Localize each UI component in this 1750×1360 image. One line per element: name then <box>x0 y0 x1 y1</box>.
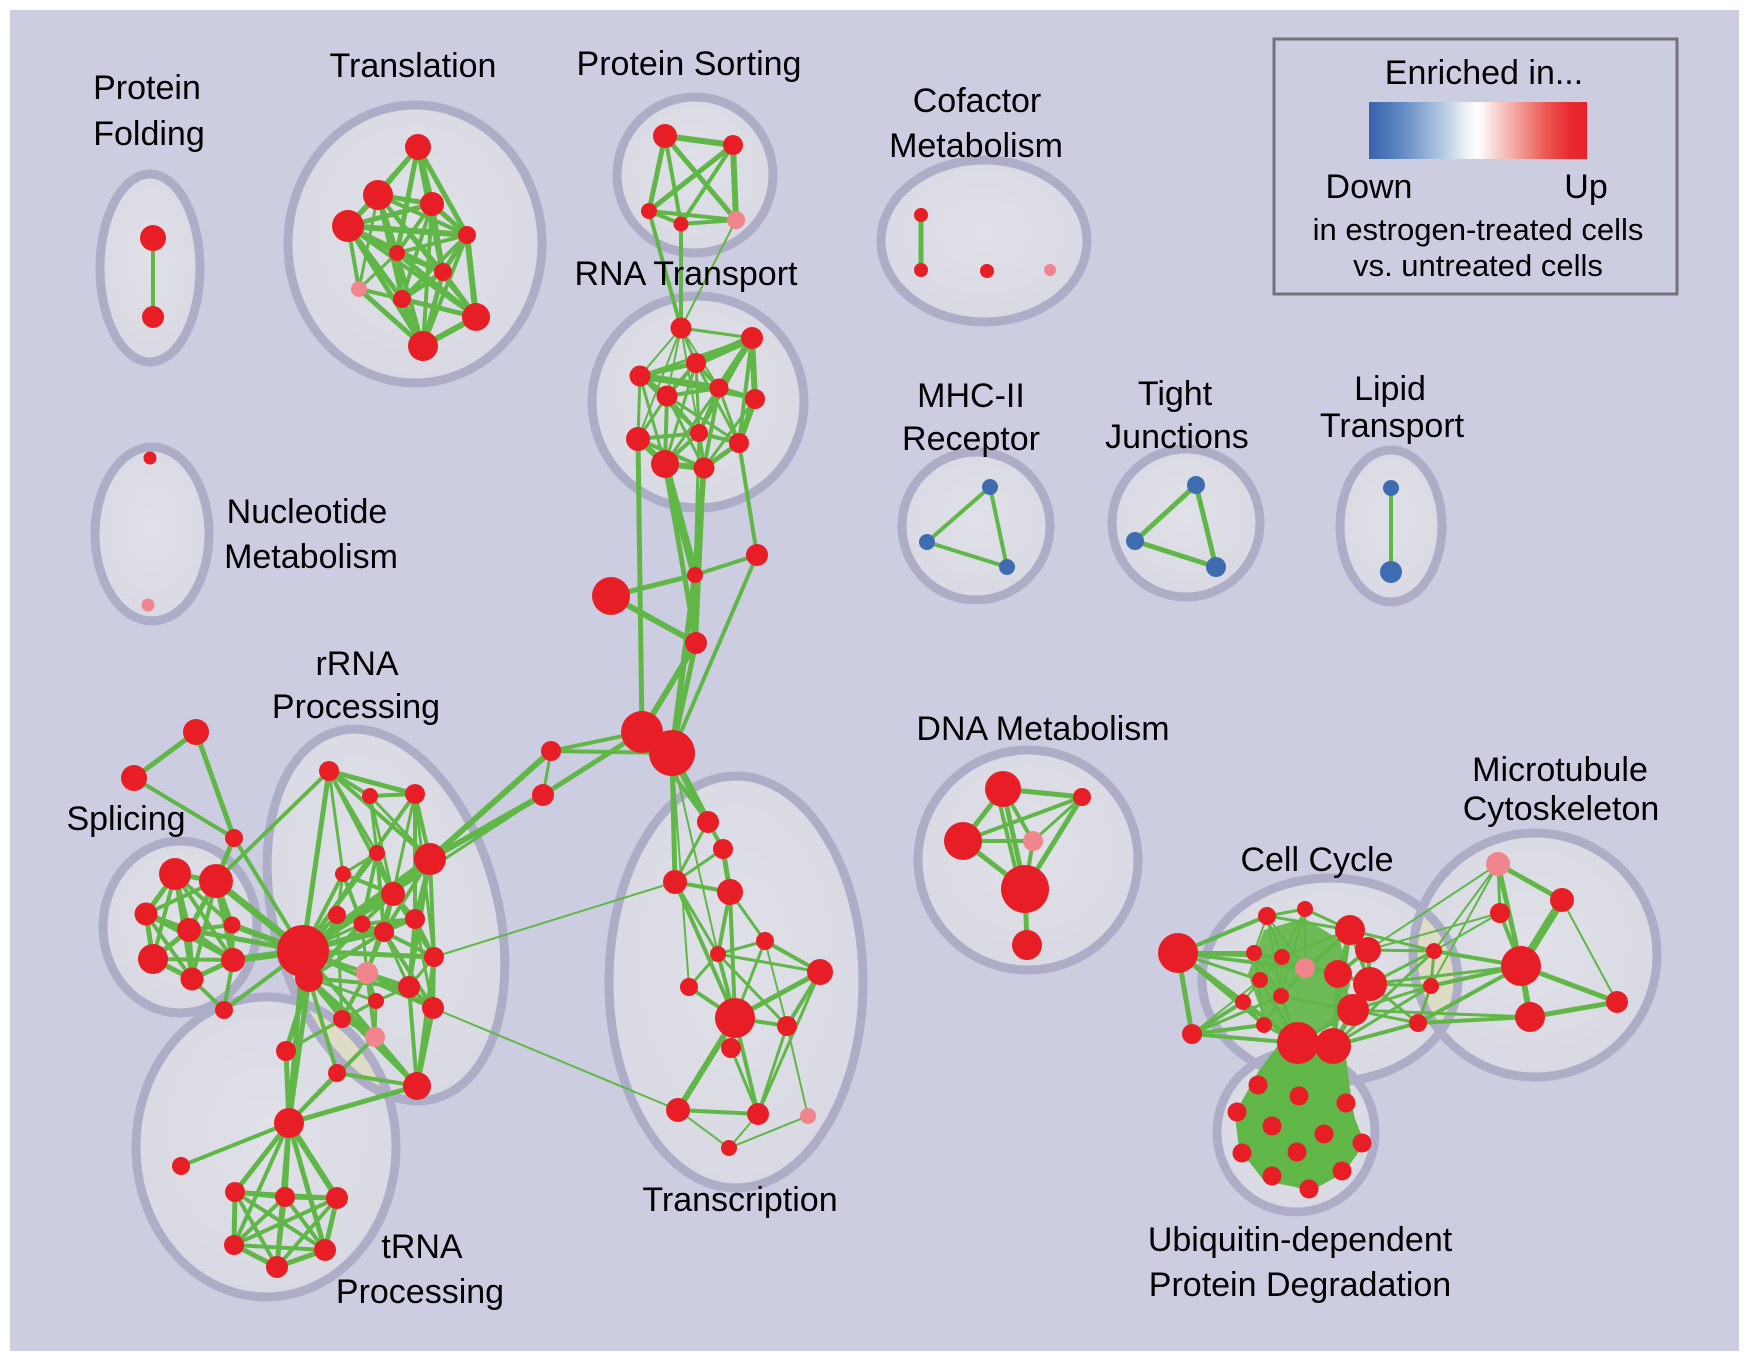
svg-text:Down: Down <box>1326 168 1413 206</box>
svg-text:Translation: Translation <box>330 47 497 85</box>
svg-text:Transport: Transport <box>1320 407 1465 445</box>
svg-text:Splicing: Splicing <box>66 800 185 838</box>
svg-text:Up: Up <box>1564 168 1607 206</box>
svg-text:Metabolism: Metabolism <box>889 127 1063 165</box>
svg-text:Transcription: Transcription <box>642 1181 837 1219</box>
svg-text:Metabolism: Metabolism <box>224 538 398 576</box>
svg-text:Protein Degradation: Protein Degradation <box>1149 1266 1451 1304</box>
svg-text:Protein: Protein <box>93 69 201 107</box>
svg-text:in estrogen-treated cells: in estrogen-treated cells <box>1313 212 1644 247</box>
svg-text:Junctions: Junctions <box>1105 418 1249 456</box>
svg-text:rRNA: rRNA <box>315 645 398 683</box>
svg-text:Microtubule: Microtubule <box>1472 751 1648 789</box>
svg-text:DNA Metabolism: DNA Metabolism <box>916 710 1169 748</box>
svg-text:RNA Transport: RNA Transport <box>575 255 799 293</box>
svg-text:Tight: Tight <box>1138 375 1213 413</box>
svg-text:Enriched in...: Enriched in... <box>1385 54 1583 92</box>
svg-text:vs. untreated cells: vs. untreated cells <box>1353 248 1603 283</box>
svg-text:Receptor: Receptor <box>902 420 1040 458</box>
svg-text:Ubiquitin-dependent: Ubiquitin-dependent <box>1148 1221 1453 1259</box>
svg-text:tRNA: tRNA <box>381 1228 463 1266</box>
svg-text:Cofactor: Cofactor <box>913 82 1042 120</box>
svg-text:Processing: Processing <box>272 688 440 726</box>
svg-text:Nucleotide: Nucleotide <box>227 493 388 531</box>
svg-text:Processing: Processing <box>336 1273 504 1311</box>
svg-text:Cytoskeleton: Cytoskeleton <box>1463 790 1660 828</box>
svg-text:MHC-II: MHC-II <box>917 377 1025 415</box>
svg-text:Protein Sorting: Protein Sorting <box>577 45 802 83</box>
svg-text:Folding: Folding <box>93 115 205 153</box>
svg-text:Cell Cycle: Cell Cycle <box>1240 841 1393 879</box>
svg-text:Lipid: Lipid <box>1354 370 1426 408</box>
